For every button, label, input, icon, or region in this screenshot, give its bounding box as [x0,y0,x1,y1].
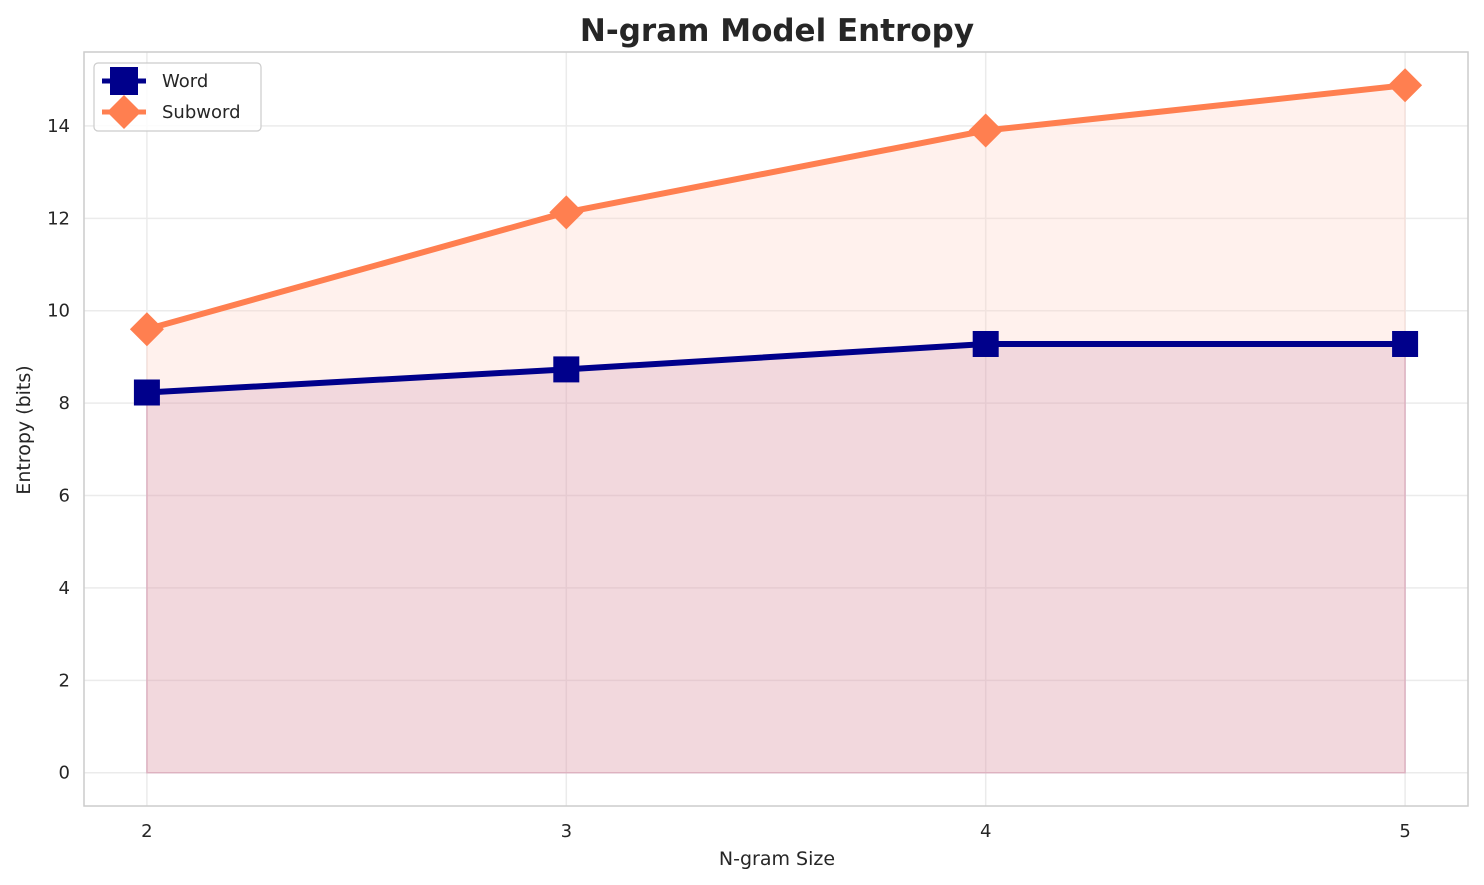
data-point-subword [968,113,1003,148]
data-point-word [133,379,160,406]
data-point-word [1392,330,1419,357]
x-tick-label: 4 [980,821,991,842]
x-tick-labels: 2 3 4 5 [141,821,1411,842]
y-tick-label: 8 [59,393,70,414]
legend-subword-label: Subword [162,102,241,123]
legend: Word Subword [93,62,262,132]
y-tick-label: 14 [47,116,70,137]
series-markers [129,68,1423,406]
data-point-word [972,330,999,357]
y-tick-label: 4 [59,578,70,599]
y-tick-label: 2 [59,670,70,691]
data-point-subword [129,312,164,347]
data-point-subword [549,195,584,230]
y-tick-label: 6 [59,486,70,507]
y-tick-label: 0 [59,763,70,784]
data-point-subword [1388,68,1423,103]
series-line-subword [146,82,1406,333]
series-lines [146,82,1406,396]
grid [84,52,1468,806]
legend-word-label: Word [162,71,208,92]
y-tick-label: 10 [47,301,70,322]
legend-entry-subword: Subword [102,95,241,129]
x-tick-label: 3 [561,821,572,842]
y-tick-labels: 0 2 4 6 8 10 12 14 [47,116,70,784]
x-tick-label: 2 [141,821,152,842]
legend-subword-marker [107,95,141,129]
x-tick-label: 5 [1399,821,1410,842]
legend-entry-word: Word [102,67,208,95]
plot-frame [83,51,1469,807]
series-line-word [146,340,1406,396]
y-axis-label: Entropy (bits) [13,365,35,494]
chart-title: N-gram Model Entropy [580,13,974,49]
data-point-word [553,356,580,383]
y-tick-label: 12 [47,208,70,229]
x-axis-label: N-gram Size [719,848,835,870]
area-fills [146,84,1406,774]
legend-word-marker [110,67,138,95]
